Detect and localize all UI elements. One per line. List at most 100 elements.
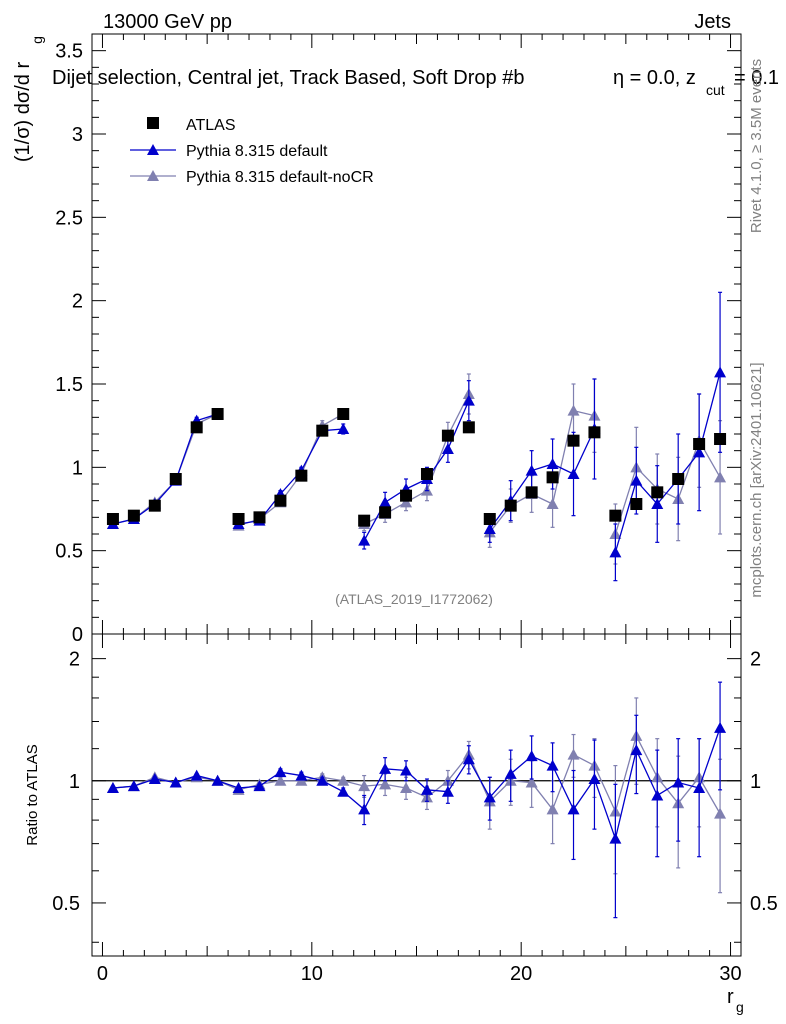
default-point <box>379 496 392 508</box>
default-line <box>238 428 344 525</box>
ratio-default-point <box>211 774 224 786</box>
default-point <box>441 443 454 454</box>
atlas-point <box>588 426 601 439</box>
ratio-default-point <box>504 767 517 779</box>
atlas-point <box>546 471 559 484</box>
main-y-tick-label: 1.5 <box>55 374 83 396</box>
atlas-point <box>274 494 287 507</box>
ratio-nocr-point <box>546 803 559 815</box>
ratio-default-point <box>358 803 371 815</box>
ratio-default-point <box>316 774 329 786</box>
atlas-point <box>441 429 454 442</box>
ratio-default-point <box>588 773 601 785</box>
atlas-point <box>106 513 119 525</box>
atlas-point <box>630 498 643 510</box>
atlas-point <box>253 511 266 524</box>
nocr-line <box>614 439 721 535</box>
legend-marker-atlas <box>147 117 159 129</box>
legend-label-default: Pythia 8.315 default <box>186 143 328 160</box>
ratio-default-point <box>567 803 580 815</box>
plot-title-eta-text: η = 0.0, z <box>613 67 696 89</box>
x-tick-label: 30 <box>719 963 741 985</box>
atlas-point <box>211 408 224 420</box>
atlas-point <box>295 469 308 482</box>
ratio-nocr-line <box>112 734 721 814</box>
ratio-default-point <box>651 789 664 801</box>
side-label-bottom: mcplots.cern.ch [arXiv:2401.10621] <box>748 362 765 597</box>
plot-title-tail: = 0.1 <box>734 67 779 89</box>
axes-layer: 0 10 20 30 0 0.5 1 1.5 2 2.5 3 3.5 0.5 0.5 1 1 2 2 <box>52 33 778 985</box>
side-label-top: Rivet 4.1.0, ≥ 3.5M events <box>748 59 765 233</box>
header-left: 13000 GeV pp <box>103 11 232 33</box>
default-point <box>567 468 580 479</box>
atlas-point <box>714 433 727 445</box>
atlas-point <box>232 513 245 525</box>
ratio-default-point <box>148 773 161 785</box>
default-point <box>462 394 475 406</box>
ratio-default-point <box>106 781 119 793</box>
atlas-point <box>400 489 413 502</box>
main-y-tick-label: 1 <box>72 457 83 479</box>
main-y-axis-label-text: (1/σ) dσ/d r <box>12 62 34 163</box>
ratio-nocr-point <box>358 780 371 792</box>
ratio-default-point <box>441 785 454 797</box>
default-point <box>693 446 706 458</box>
atlas-point <box>462 421 475 434</box>
ratio-default-point <box>274 766 287 778</box>
header-right: Jets <box>694 11 731 33</box>
default-point <box>546 458 559 469</box>
ratio-nocr-point <box>274 774 287 786</box>
nocr-point <box>400 496 413 508</box>
ratio-default-point <box>609 832 622 844</box>
atlas-point <box>609 509 622 522</box>
ratio-y-tick-label-right: 0.5 <box>750 893 778 915</box>
ratio-nocr-point <box>525 776 538 788</box>
analysis-label: (ATLAS_2019_I1772062) <box>335 591 493 607</box>
plot-title: Dijet selection, Central jet, Track Base… <box>52 67 524 89</box>
main-y-axis-label: (1/σ) dσ/d r <box>12 62 34 163</box>
atlas-point <box>316 424 329 437</box>
ratio-nocr-point <box>379 778 392 790</box>
atlas-point <box>693 438 706 450</box>
ratio-default-point <box>525 750 538 762</box>
default-point <box>483 523 496 534</box>
atlas-point <box>358 514 371 527</box>
ratio-default-point <box>337 785 350 797</box>
default-line <box>614 372 721 553</box>
default-point <box>651 498 664 509</box>
atlas-point <box>127 509 140 522</box>
atlas-point <box>651 486 664 499</box>
atlas-point <box>190 421 203 434</box>
default-point <box>337 423 350 434</box>
ratio-default-point <box>672 776 685 788</box>
main-y-tick-label: 2.5 <box>55 207 83 229</box>
series-layer <box>106 291 727 919</box>
nocr-point <box>567 404 580 416</box>
ratio-y-tick-label: 1 <box>69 771 80 793</box>
main-y-tick-label: 0 <box>72 624 83 646</box>
ratio-default-point <box>190 769 203 781</box>
ratio-default-point <box>462 753 475 765</box>
ratio-default-point <box>693 781 706 793</box>
ratio-default-point <box>400 764 413 776</box>
nocr-line <box>363 393 470 525</box>
x-tick-label: 10 <box>301 963 323 985</box>
ratio-default-point <box>253 780 266 792</box>
main-y-tick-label: 3 <box>72 124 83 146</box>
legend-label-nocr: Pythia 8.315 default-noCR <box>186 169 374 186</box>
default-point <box>714 366 727 378</box>
x-axis-label: r <box>727 986 734 1008</box>
legend-label-atlas: ATLAS <box>186 117 236 134</box>
ratio-default-point <box>169 776 182 788</box>
default-point <box>609 546 622 558</box>
default-point <box>525 464 538 476</box>
ratio-y-tick-label: 0.5 <box>52 893 80 915</box>
ratio-default-point <box>295 769 308 781</box>
ratio-default-point <box>127 780 140 792</box>
ratio-default-line <box>112 727 721 841</box>
main-y-tick-label: 2 <box>72 291 83 313</box>
nocr-line <box>489 409 595 533</box>
atlas-point <box>337 408 350 420</box>
ratio-default-point <box>483 791 496 803</box>
